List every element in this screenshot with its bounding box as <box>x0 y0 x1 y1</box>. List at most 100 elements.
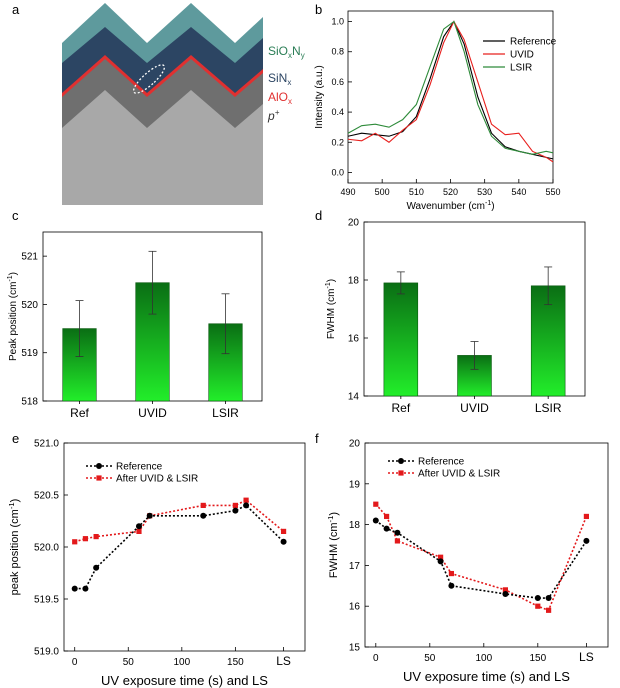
panel-letter-d: d <box>315 208 322 223</box>
chart-b-ytick-label: 0.8 <box>331 47 344 57</box>
chart-f-legend-marker <box>398 458 404 464</box>
chart-c-ytick-label: 520 <box>21 300 38 311</box>
chart-e-legend-label: After UVID & LSIR <box>116 474 198 485</box>
chart-f-point <box>394 529 401 536</box>
chart-e-legend-label: Reference <box>116 462 163 473</box>
chart-e-ytick-label: 520.0 <box>34 543 59 554</box>
chart-f-ytick-label: 19 <box>349 479 361 490</box>
chart-f-point <box>394 538 400 544</box>
layer-label-1: SiNx <box>268 71 291 87</box>
chart-b-xtick-label: 550 <box>545 187 560 197</box>
chart-f-line <box>375 503 588 612</box>
chart-f-xtick-label: 100 <box>475 653 492 664</box>
chart-d-category-label: Ref <box>391 401 410 415</box>
chart-b-legend-label: UVID <box>510 50 534 61</box>
chart-b-xtick-label: 540 <box>511 187 526 197</box>
chart-f-xtick-label: 0 <box>373 653 379 664</box>
layer-label-0: SiOxNy <box>268 44 305 60</box>
layer-label-3: p+ <box>267 108 280 123</box>
chart-e-line <box>74 504 285 590</box>
panel-letter-f: f <box>315 431 319 446</box>
chart-e-point <box>200 512 207 519</box>
layer-label-2: AlOx <box>268 90 292 106</box>
chart-e-ytick-label: 519.0 <box>34 647 59 658</box>
panel-letter-a: a <box>12 2 20 17</box>
chart-c-ytick-label: 519 <box>21 348 38 359</box>
chart-f-point <box>384 513 390 520</box>
chart-f-ytick-label: 15 <box>349 643 361 654</box>
chart-c-category-label: Ref <box>70 406 89 420</box>
chart-f-point <box>535 603 541 609</box>
chart-f-point <box>502 587 508 593</box>
chart-b-xtick-label: 520 <box>443 187 458 197</box>
chart-f-line <box>375 519 588 599</box>
chart-e-point <box>146 512 153 519</box>
chart-e-legend-marker <box>96 463 102 469</box>
chart-f: 0 50 100 150 LS 15 16 17 18 19 20 UV exposure time … <box>326 439 609 684</box>
chart-e-xtick-label: 100 <box>173 657 190 668</box>
chart-d-ytick-label: 14 <box>348 392 360 403</box>
chart-e-ylabel: peak position (cm-1) <box>7 499 21 596</box>
chart-e-ls-label: LS <box>276 654 291 668</box>
chart-b-xtick-label: 490 <box>340 187 355 197</box>
chart-e-xtick-label: 50 <box>123 657 135 668</box>
chart-b-xtick-label: 510 <box>409 187 424 197</box>
chart-d-ylabel: FWHM (cm-1) <box>325 279 337 339</box>
chart-c-category-label: LSIR <box>212 406 239 420</box>
chart-e-point <box>135 523 142 530</box>
chart-f-ytick-label: 16 <box>349 602 361 613</box>
chart-e-line <box>74 499 285 543</box>
chart-e-xtick-label: 0 <box>72 657 78 668</box>
chart-d: 14 16 18 20 Ref UVID LSIR FWHM (cm-1) <box>325 218 586 415</box>
chart-f-frame <box>364 442 609 648</box>
chart-b-ytick-label: 0.4 <box>331 107 344 117</box>
chart-f-point <box>438 554 444 560</box>
chart-f-ylabel: FWHM (cm-1) <box>326 512 340 578</box>
chart-d-ytick-label: 20 <box>348 218 360 229</box>
chart-e-point <box>136 528 142 534</box>
panel-letter-b: b <box>315 2 322 17</box>
chart-e-point <box>280 538 287 545</box>
chart-f-xlabel: UV exposure time (s) and LS <box>403 669 570 684</box>
chart-e-point <box>243 497 249 503</box>
chart-c-ytick-label: 521 <box>21 252 38 263</box>
chart-b-line-lsir <box>347 20 554 155</box>
chart-f-point <box>583 513 589 520</box>
chart-f-legend-label: Reference <box>418 457 465 468</box>
chart-e-point <box>93 534 99 540</box>
chart-e-point <box>71 585 78 592</box>
chart-f-point <box>583 537 590 544</box>
chart-f-ytick-label: 17 <box>349 561 361 572</box>
chart-c-ytick-label: 518 <box>21 397 38 408</box>
chart-f-point <box>437 558 444 565</box>
chart-e-legend-marker <box>96 475 102 481</box>
chart-f-point <box>383 525 390 532</box>
chart-f-point <box>545 595 552 602</box>
chart-f-point <box>448 570 454 577</box>
chart-d-category-label: LSIR <box>535 401 562 415</box>
chart-b-ytick-label: 1.0 <box>331 17 344 27</box>
chart-f-point <box>448 582 455 589</box>
chart-b-ytick-label: 0.0 <box>331 167 344 177</box>
chart-e-point <box>243 502 250 509</box>
chart-f-legend-marker <box>398 470 404 476</box>
chart-f-point <box>502 590 509 597</box>
layer-substrate <box>62 90 263 205</box>
chart-d-bar-ref <box>383 282 419 397</box>
chart-b: 490 500 510 520 530 540 550 0.0 0.2 0.4 0.6 0.8 1.0 W… <box>314 10 561 212</box>
chart-d-ytick-label: 16 <box>348 334 360 345</box>
chart-e-point <box>280 528 287 534</box>
chart-f-point <box>373 501 379 507</box>
chart-b-legend-label: LSIR <box>510 63 532 74</box>
chart-f-point <box>534 595 541 602</box>
chart-c-ylabel: Peak position (cm-1) <box>7 272 19 361</box>
chart-f-legend-label: After UVID & LSIR <box>418 469 500 480</box>
chart-b-ytick-label: 0.2 <box>331 137 344 147</box>
chart-b-ylabel: Intensity (a.u.) <box>314 65 325 128</box>
chart-f-point <box>546 607 552 613</box>
chart-f-ytick-label: 18 <box>349 520 361 531</box>
chart-e-point <box>232 507 239 514</box>
chart-b-xtick-label: 500 <box>375 187 390 197</box>
chart-e-point <box>82 585 89 592</box>
